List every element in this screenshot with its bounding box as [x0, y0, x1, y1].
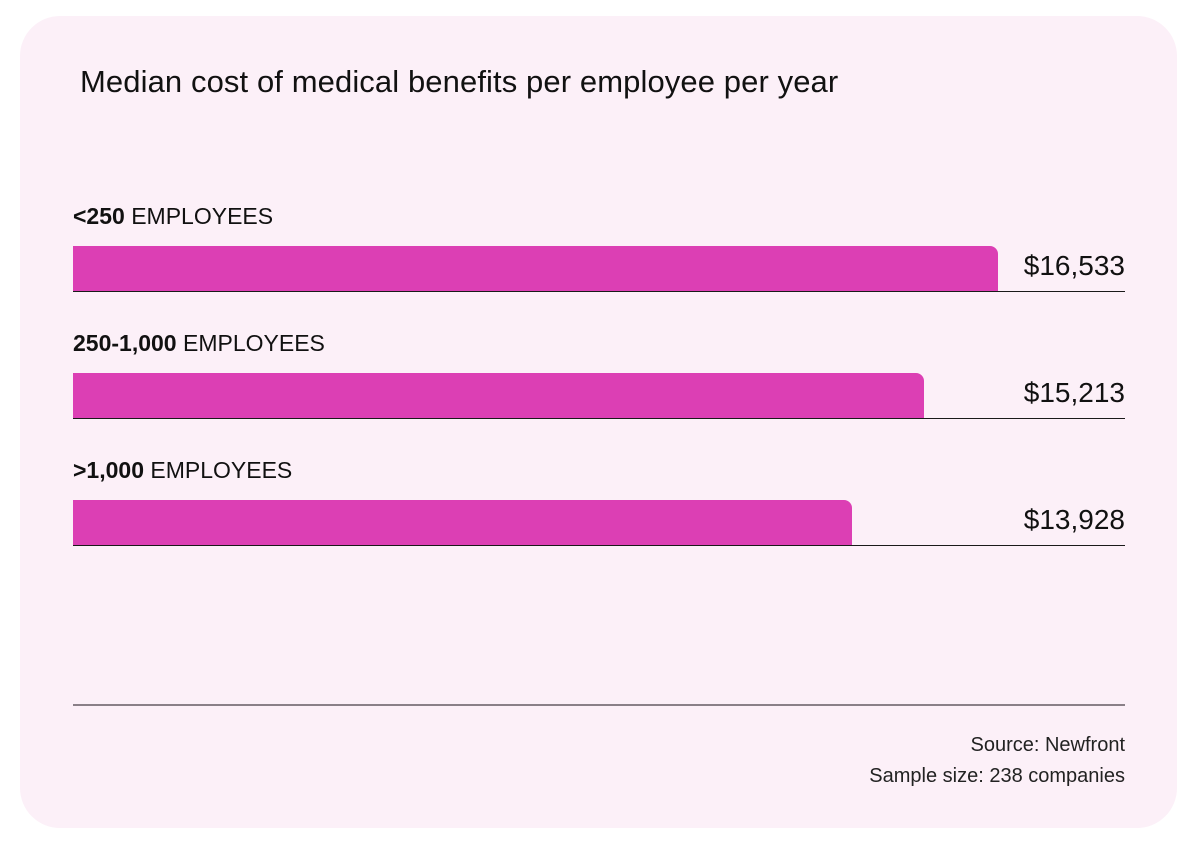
category-label-rest: EMPLOYEES — [176, 330, 325, 356]
value-label: $16,533 — [1023, 250, 1125, 281]
sample-size-text: Sample size: 238 companies — [869, 765, 1125, 787]
bar-baseline — [73, 290, 1125, 292]
source-text: Source: Newfront — [970, 734, 1125, 756]
category-label: <250 EMPLOYEES — [73, 202, 273, 230]
bar-baseline — [73, 417, 1125, 419]
chart-card: Median cost of medical benefits per empl… — [20, 16, 1177, 828]
bar-lt-250 — [73, 246, 999, 292]
bar-track: $13,928 — [73, 500, 1125, 546]
bar-gt-1000 — [73, 500, 853, 546]
category-label-rest: EMPLOYEES — [124, 203, 274, 229]
category-label-bold: >1,000 — [73, 457, 144, 483]
bar-track: $15,213 — [73, 373, 1125, 419]
bar-250-1000 — [73, 373, 925, 419]
bar-row-lt-250: <250 EMPLOYEES $16,533 — [73, 202, 1125, 312]
bar-track: $16,533 — [73, 246, 1125, 292]
category-label: 250-1,000 EMPLOYEES — [73, 329, 325, 357]
bar-baseline — [73, 544, 1125, 546]
category-label-bold: 250-1,000 — [73, 330, 177, 356]
source-note: Source: Newfront Sample size: 238 compan… — [869, 730, 1125, 792]
value-label: $15,213 — [1023, 377, 1125, 408]
value-label: $13,928 — [1023, 504, 1125, 535]
category-label-bold: <250 — [73, 203, 125, 229]
bar-row-gt-1000: >1,000 EMPLOYEES $13,928 — [73, 456, 1125, 566]
category-label: >1,000 EMPLOYEES — [73, 456, 292, 484]
category-label-rest: EMPLOYEES — [144, 457, 293, 483]
footer-divider — [73, 704, 1125, 706]
bar-row-250-1000: 250-1,000 EMPLOYEES $15,213 — [73, 329, 1125, 439]
chart-title: Median cost of medical benefits per empl… — [80, 64, 839, 99]
